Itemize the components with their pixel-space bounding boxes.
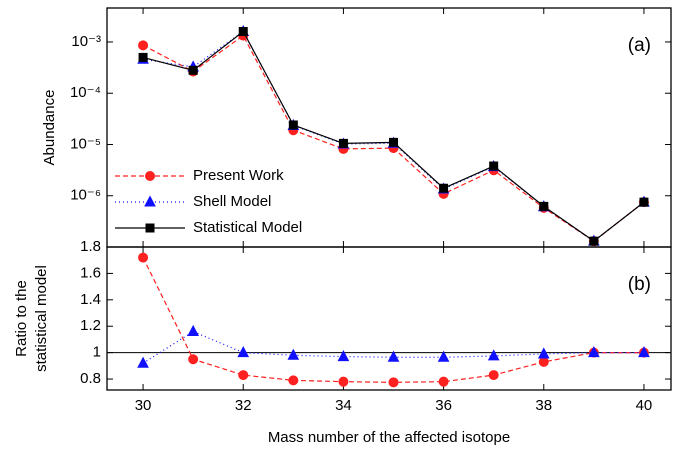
marker <box>237 346 250 358</box>
x-tick-label: 34 <box>335 397 352 414</box>
y-tick-label: 1.8 <box>80 238 101 255</box>
y-tick-label: 10⁻³ <box>71 33 101 50</box>
marker <box>638 346 650 358</box>
marker <box>288 375 299 386</box>
marker <box>338 138 348 148</box>
y-axis-label: Ratio to the <box>13 280 30 357</box>
series-line <box>142 257 644 383</box>
marker <box>539 201 549 211</box>
y-tick-label: 10⁻⁶ <box>70 187 101 204</box>
y-axis-label: Abundance <box>41 90 58 166</box>
marker <box>387 350 400 362</box>
y-tick-label: 1.2 <box>80 317 101 334</box>
marker <box>138 40 149 51</box>
marker <box>188 354 199 365</box>
panel-annotation: (a) <box>628 35 651 56</box>
legend-label: Shell Model <box>193 193 271 210</box>
marker <box>639 197 649 207</box>
marker <box>187 324 199 337</box>
x-tick-label: 38 <box>535 397 552 414</box>
marker <box>337 350 350 362</box>
marker <box>238 27 248 37</box>
y-tick-label: 1 <box>93 344 101 361</box>
marker <box>487 349 500 361</box>
marker <box>588 346 600 358</box>
x-axis-label: Mass number of the affected isotope <box>268 429 510 446</box>
y-tick-label: 10⁻⁵ <box>70 135 101 152</box>
plot-frame <box>106 246 672 391</box>
legend-marker <box>144 195 156 207</box>
marker <box>388 377 399 388</box>
marker <box>188 65 198 75</box>
marker <box>489 161 499 171</box>
marker <box>437 350 450 362</box>
marker <box>138 52 148 62</box>
legend-marker <box>145 223 155 233</box>
marker <box>138 252 149 263</box>
y-tick-label: 10⁻⁴ <box>70 84 101 101</box>
x-tick-label: 32 <box>235 397 252 414</box>
y-tick-label: 1.6 <box>80 264 101 281</box>
y-tick-label: 1.4 <box>80 291 101 308</box>
plot-frame <box>106 7 672 248</box>
marker <box>438 376 449 387</box>
marker <box>338 376 349 387</box>
marker <box>389 137 399 147</box>
y-axis-label: statistical model <box>33 265 50 372</box>
marker <box>288 120 298 130</box>
marker <box>537 347 550 359</box>
legend-marker <box>145 171 155 181</box>
y-tick-label: 0.8 <box>80 370 101 387</box>
marker <box>238 370 249 381</box>
legend-label: Statistical Model <box>193 219 302 236</box>
panel-annotation: (b) <box>628 274 651 295</box>
x-tick-label: 40 <box>636 397 653 414</box>
marker <box>439 183 449 193</box>
x-tick-label: 36 <box>435 397 452 414</box>
marker <box>137 356 149 368</box>
marker <box>538 356 549 367</box>
legend-label: Present Work <box>193 167 284 184</box>
marker <box>287 348 300 360</box>
marker <box>488 370 499 381</box>
x-tick-label: 30 <box>135 397 152 414</box>
marker <box>589 236 599 246</box>
